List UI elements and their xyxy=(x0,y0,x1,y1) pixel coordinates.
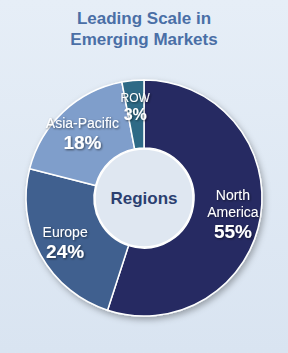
center-label: Regions xyxy=(110,189,177,208)
slice-category: NorthAmerica xyxy=(207,187,259,220)
slice-value: 18% xyxy=(63,132,101,153)
slice-value: 3% xyxy=(124,106,147,123)
slices xyxy=(26,80,262,316)
chart-title: Leading Scale in Emerging Markets xyxy=(49,8,239,50)
slice-category: Asia-Pacific xyxy=(46,115,119,131)
slice-category: Europe xyxy=(43,224,88,240)
slice-category: ROW xyxy=(121,91,151,105)
chart-canvas: Regions NorthAmerica55% Europe24% Asia-Paci… xyxy=(0,0,288,353)
center-hole xyxy=(95,149,193,247)
slice-value: 55% xyxy=(214,221,252,242)
slice-value: 24% xyxy=(46,241,84,262)
